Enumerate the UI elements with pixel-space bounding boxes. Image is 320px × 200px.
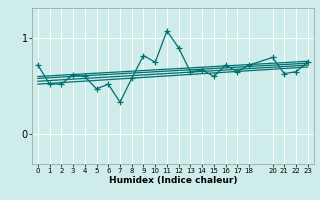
X-axis label: Humidex (Indice chaleur): Humidex (Indice chaleur) xyxy=(108,176,237,185)
